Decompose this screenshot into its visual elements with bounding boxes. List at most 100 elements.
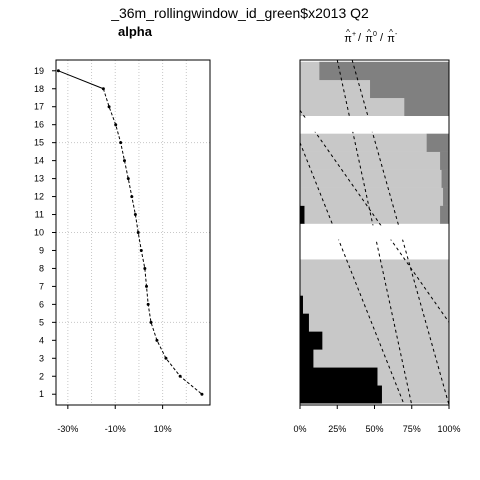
alpha-point [145, 284, 149, 288]
alpha-point [136, 231, 140, 234]
alpha-plot-frame [55, 59, 211, 406]
alpha-line-solid [58, 70, 104, 90]
pi-gap [300, 117, 449, 132]
svg-text:^: ^ [367, 28, 371, 37]
x-tick-label: 0% [293, 424, 306, 434]
y-tick-label: 2 [39, 371, 44, 381]
chart-title: _36m_rollingwindow_id_green$x2013 Q2 [110, 5, 369, 21]
svg-text:^: ^ [346, 28, 350, 37]
y-tick-label: 12 [34, 192, 44, 202]
svg-text:/: / [380, 32, 384, 44]
alpha-point [119, 141, 123, 145]
alpha-panel-title: alpha [118, 24, 153, 39]
alpha-point [130, 195, 134, 199]
x-tick-label: 75% [403, 424, 421, 434]
y-tick-label: 4 [39, 335, 44, 345]
alpha-point [107, 105, 111, 109]
alpha-point [178, 374, 182, 378]
y-tick-label: 7 [39, 281, 44, 291]
pi-bar-plus [370, 79, 450, 99]
svg-text:π: π [387, 33, 395, 45]
y-tick-label: 16 [34, 120, 44, 130]
y-tick-label: 9 [39, 245, 44, 255]
pi-bar-zero [322, 331, 450, 350]
pi-bar-zero [300, 151, 441, 170]
pi-bar-zero [300, 259, 450, 278]
svg-text:+: + [352, 31, 356, 38]
alpha-point [155, 338, 159, 342]
pi-bar-minus [300, 367, 378, 386]
y-tick-label: 5 [39, 317, 44, 327]
pi-bar-minus [300, 331, 323, 350]
pi-bar-minus [300, 313, 310, 332]
alpha-point [114, 123, 118, 127]
y-tick-label: 19 [34, 66, 44, 76]
pi-bar-zero [300, 97, 405, 117]
y-tick-label: 10 [34, 228, 44, 238]
pi-bar-zero [300, 79, 371, 99]
pi-bar-zero [377, 367, 450, 386]
pi-bar-zero [313, 349, 450, 368]
alpha-point [122, 159, 126, 163]
x-tick-label: 50% [365, 424, 383, 434]
svg-text:^: ^ [389, 28, 393, 37]
alpha-point [200, 392, 204, 396]
y-tick-label: 11 [35, 210, 44, 220]
x-tick-label: 25% [328, 424, 346, 434]
y-tick-label: 17 [34, 102, 44, 112]
y-tick-label: 1 [39, 389, 44, 399]
alpha-point [164, 356, 168, 360]
pi-bar-minus [300, 295, 304, 314]
alpha-point [101, 87, 105, 91]
alpha-point [56, 69, 60, 73]
y-tick-label: 14 [34, 156, 44, 166]
pi-panel: 0% 25% 50% 75% 100% [293, 59, 461, 434]
alpha-line [102, 88, 203, 395]
pi-panel-title: ^ π + / ^ π 0 / ^ π - [344, 28, 398, 45]
svg-text:-: - [395, 31, 398, 38]
svg-text:0: 0 [373, 31, 377, 38]
alpha-point [146, 302, 150, 306]
y-tick-label: 13 [34, 174, 44, 184]
svg-text:/: / [358, 32, 362, 44]
pi-bar-zero [308, 313, 450, 332]
pi-bar-plus [441, 169, 450, 188]
alpha-point [143, 266, 147, 270]
pi-bar-zero [300, 277, 450, 296]
x-tick-label: 100% [437, 424, 460, 434]
alpha-point [139, 248, 143, 252]
svg-text:π: π [365, 33, 373, 45]
pi-dashed-line [299, 110, 450, 323]
pi-bar-plus [440, 205, 450, 224]
pi-bar-zero [304, 205, 441, 224]
svg-text:π: π [344, 33, 352, 45]
y-tick-label: 18 [34, 84, 44, 94]
x-tick-label: 10% [154, 424, 172, 434]
pi-bar-plus [426, 133, 450, 152]
pi-bar-zero [300, 133, 427, 152]
pi-bar-plus [440, 151, 450, 170]
pi-bar-minus [300, 349, 314, 368]
pi-dashed-line [299, 142, 405, 406]
pi-bar-zero [300, 187, 444, 206]
pi-bar-minus [300, 205, 305, 224]
y-tick-label: 6 [39, 299, 44, 309]
pi-bar-plus [404, 97, 450, 117]
pi-bar-zero [381, 385, 450, 404]
y-tick-label: 8 [39, 263, 44, 273]
x-tick-label: -30% [57, 424, 78, 434]
pi-bar-plus [443, 187, 450, 206]
pi-bar-zero [300, 61, 320, 81]
alpha-point [126, 177, 130, 181]
pi-bar-plus [319, 61, 450, 81]
alpha-point [133, 213, 137, 217]
pi-bar-zero [300, 169, 442, 188]
pi-gap [300, 225, 449, 240]
x-tick-label: -10% [105, 424, 126, 434]
pi-bar-minus [300, 385, 383, 404]
alpha-point [149, 320, 153, 324]
pi-bar-zero [302, 295, 450, 314]
y-tick-label: 15 [34, 138, 44, 148]
